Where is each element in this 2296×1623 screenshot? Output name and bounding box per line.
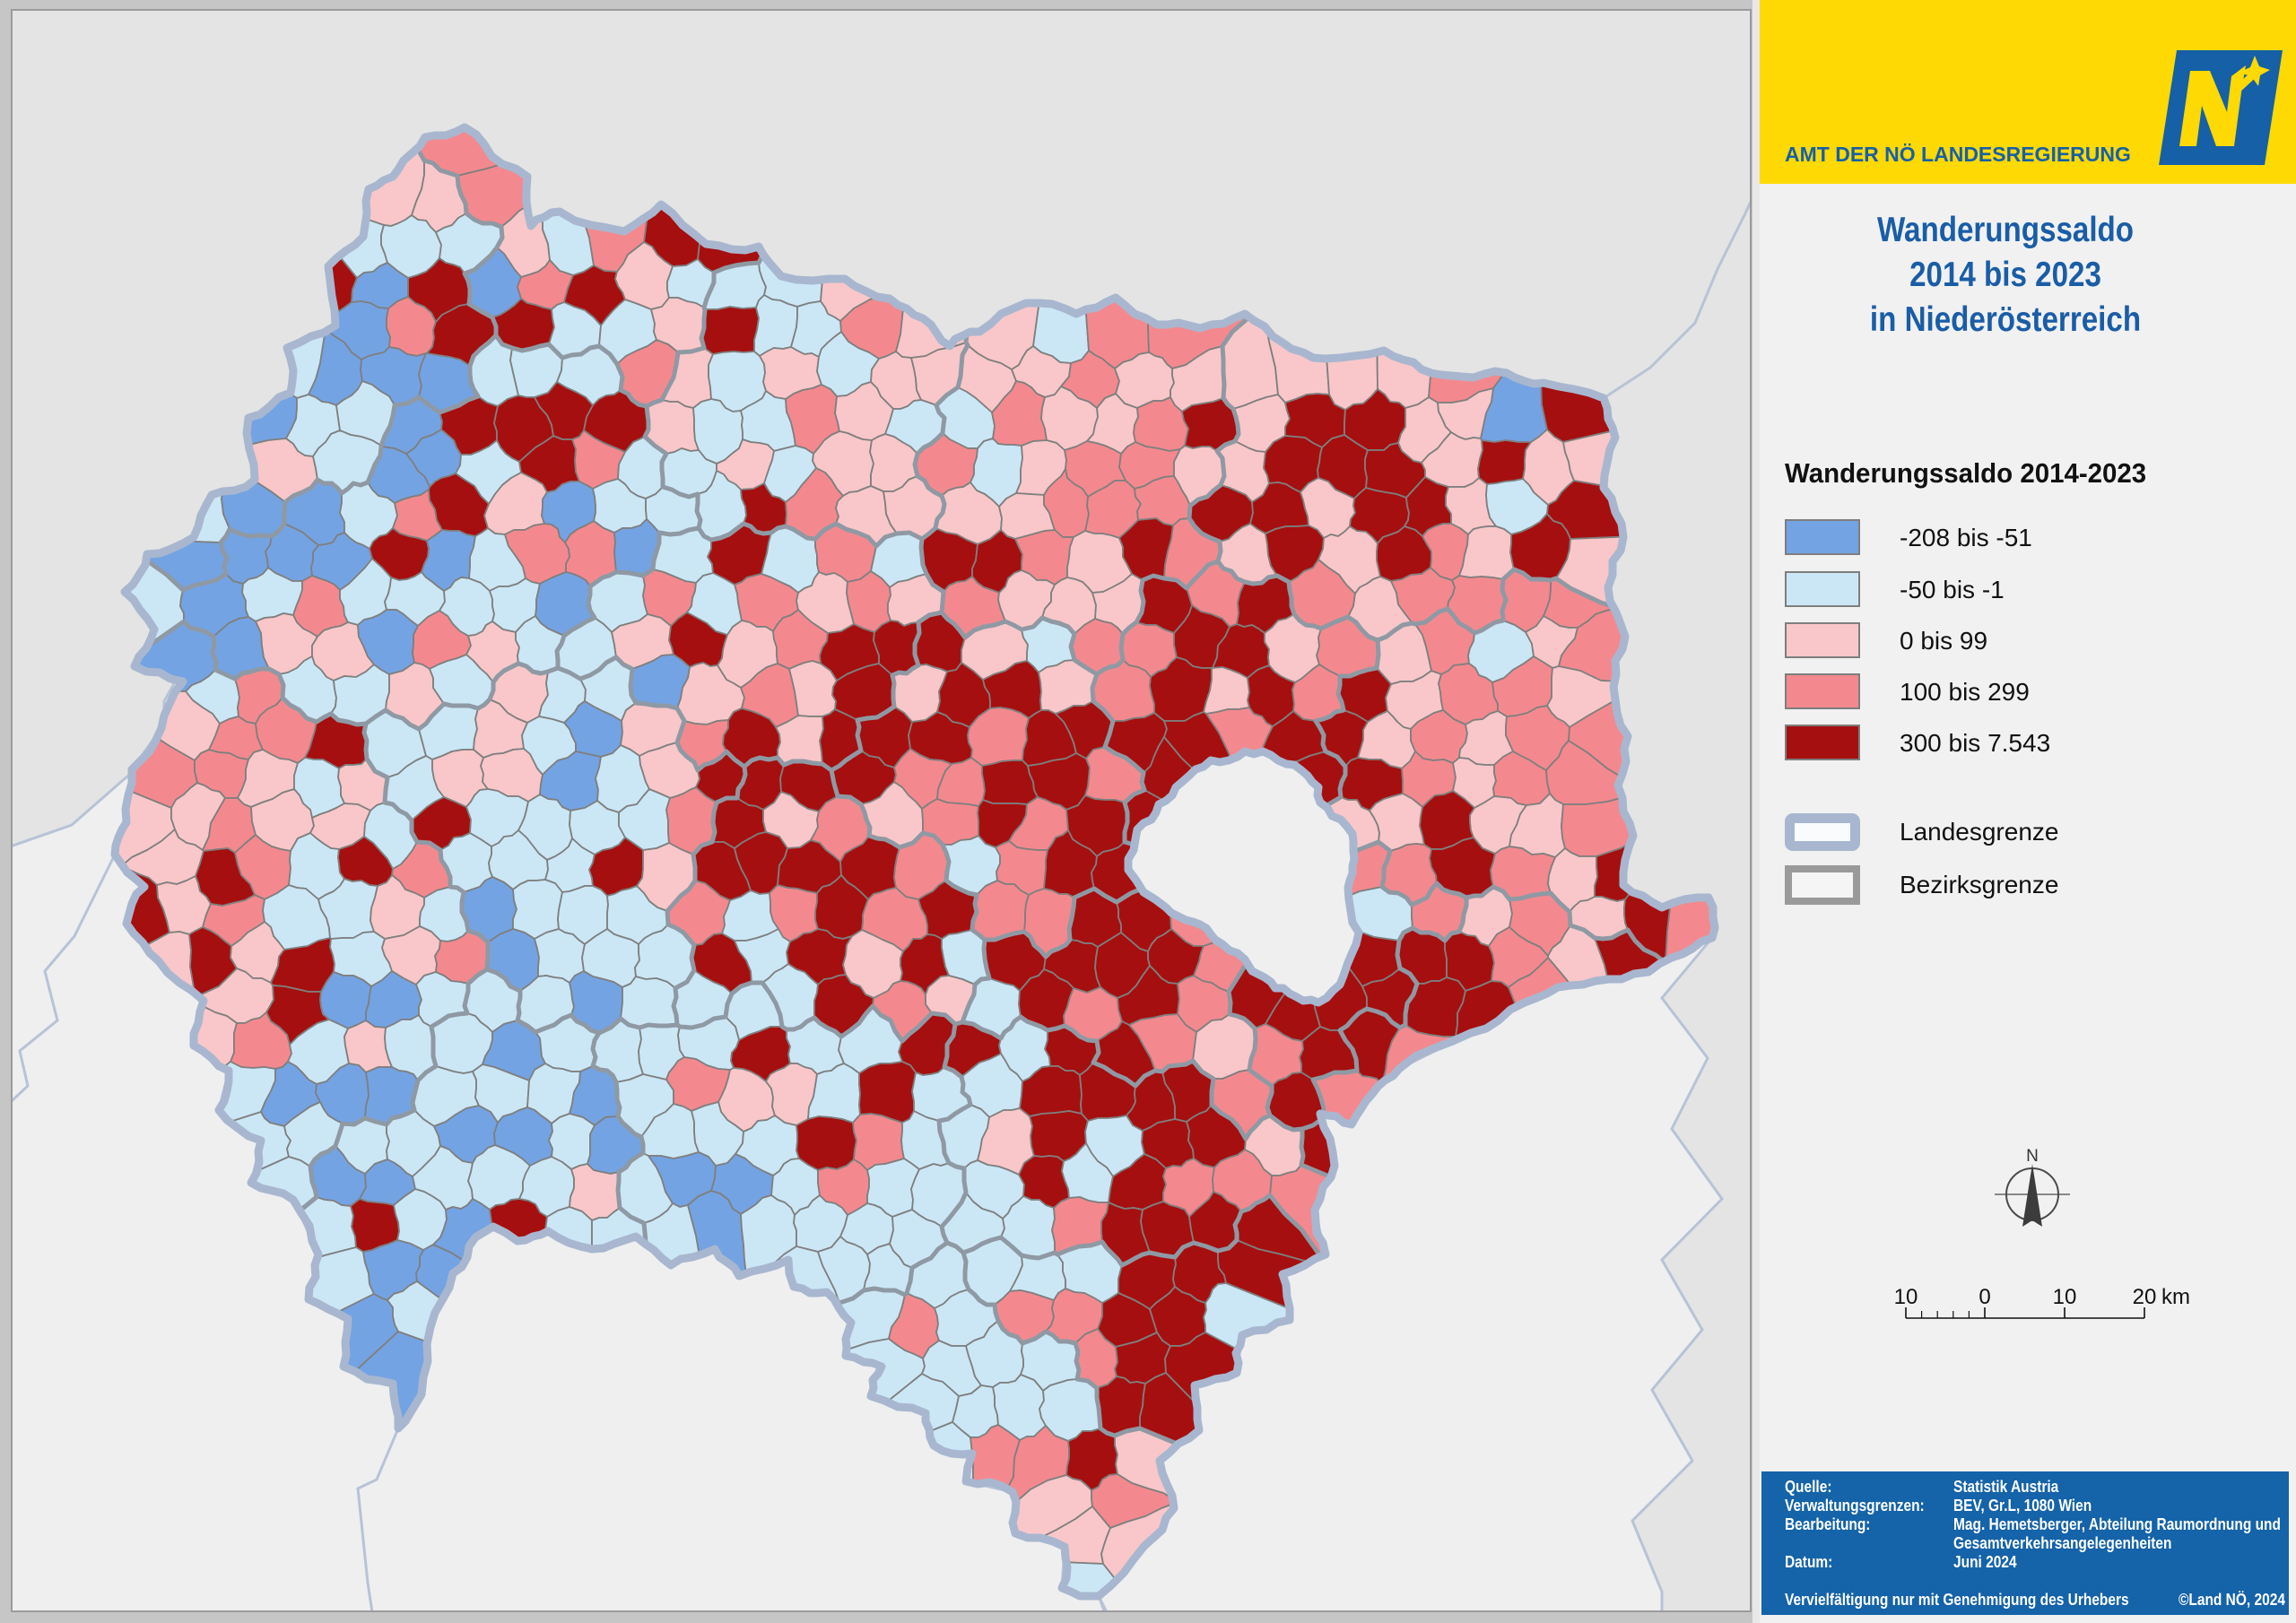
svg-text:0: 0 bbox=[1979, 1285, 1990, 1309]
svg-text:10: 10 bbox=[2053, 1285, 2077, 1309]
svg-text:10: 10 bbox=[1894, 1285, 1918, 1309]
svg-text:20: 20 bbox=[2133, 1285, 2157, 1309]
svg-text:km: km bbox=[2161, 1285, 2190, 1309]
svg-text:N: N bbox=[2026, 1147, 2039, 1166]
